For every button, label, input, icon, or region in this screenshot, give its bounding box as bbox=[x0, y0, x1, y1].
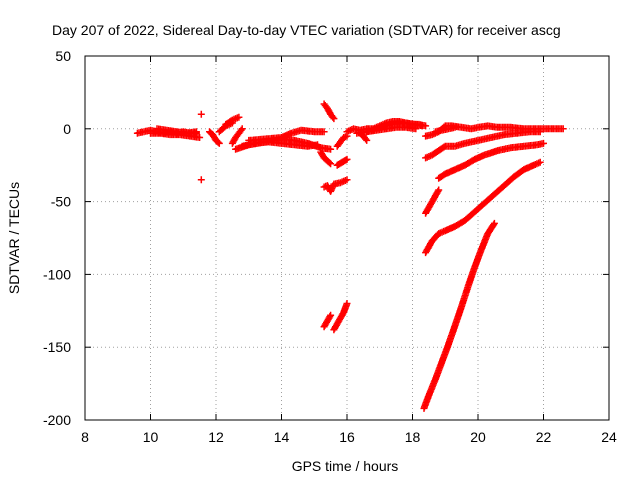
data-point bbox=[329, 113, 337, 121]
x-axis-label: GPS time / hours bbox=[292, 458, 399, 474]
data-point bbox=[343, 155, 351, 163]
data-point bbox=[536, 128, 544, 136]
data-point bbox=[197, 110, 205, 118]
y-tick-label: 0 bbox=[63, 121, 71, 137]
data-point bbox=[490, 221, 498, 229]
data-point bbox=[330, 115, 338, 123]
data-point bbox=[214, 138, 222, 146]
data-point bbox=[238, 125, 246, 133]
tick-labels: 8 10 12 14 16 18 20 22 24 -200 -150 -100 -50 0 50 bbox=[43, 48, 617, 445]
data-point bbox=[326, 159, 333, 167]
data-point bbox=[362, 135, 370, 143]
data-point bbox=[327, 311, 335, 319]
data-point bbox=[418, 122, 426, 130]
data-point bbox=[536, 158, 544, 166]
data-point bbox=[412, 125, 420, 133]
data-point bbox=[326, 313, 334, 321]
y-tick-label: -200 bbox=[43, 412, 71, 428]
data-point bbox=[343, 300, 351, 307]
x-tick-label: 24 bbox=[601, 429, 617, 445]
y-axis-label: SDTVAR / TECUs bbox=[6, 182, 22, 294]
data-point bbox=[237, 126, 245, 134]
x-tick-label: 18 bbox=[405, 429, 421, 445]
y-tick-label: -50 bbox=[51, 194, 71, 210]
data-point bbox=[197, 176, 205, 184]
x-tick-label: 10 bbox=[143, 429, 159, 445]
data-point bbox=[490, 219, 498, 227]
x-tick-label: 14 bbox=[274, 429, 290, 445]
x-tick-label: 20 bbox=[470, 429, 486, 445]
data-point bbox=[343, 176, 351, 184]
data-point bbox=[215, 139, 223, 147]
data-point bbox=[327, 160, 335, 168]
data-point bbox=[314, 141, 321, 149]
y-tick-label: -100 bbox=[43, 266, 71, 282]
data-point bbox=[363, 136, 371, 144]
x-tick-label: 8 bbox=[81, 429, 89, 445]
data-point bbox=[435, 186, 443, 194]
x-tick-label: 16 bbox=[339, 429, 355, 445]
data-point bbox=[451, 123, 459, 131]
data-point bbox=[196, 134, 204, 141]
chart-title: Day 207 of 2022, Sidereal Day-to-day VTE… bbox=[52, 22, 561, 38]
data-point bbox=[327, 145, 335, 153]
data-point bbox=[559, 125, 567, 133]
data-point bbox=[192, 128, 200, 136]
data-point bbox=[235, 113, 243, 121]
plot-frame bbox=[84, 55, 610, 421]
y-tick-label: -150 bbox=[43, 339, 71, 355]
x-tick-label: 22 bbox=[536, 429, 552, 445]
grid-lines bbox=[84, 55, 610, 421]
x-tick-label: 12 bbox=[208, 429, 224, 445]
data-points bbox=[133, 100, 567, 412]
y-tick-label: 50 bbox=[55, 48, 71, 64]
data-point bbox=[320, 128, 328, 136]
data-point bbox=[434, 187, 442, 195]
data-point bbox=[540, 139, 547, 147]
